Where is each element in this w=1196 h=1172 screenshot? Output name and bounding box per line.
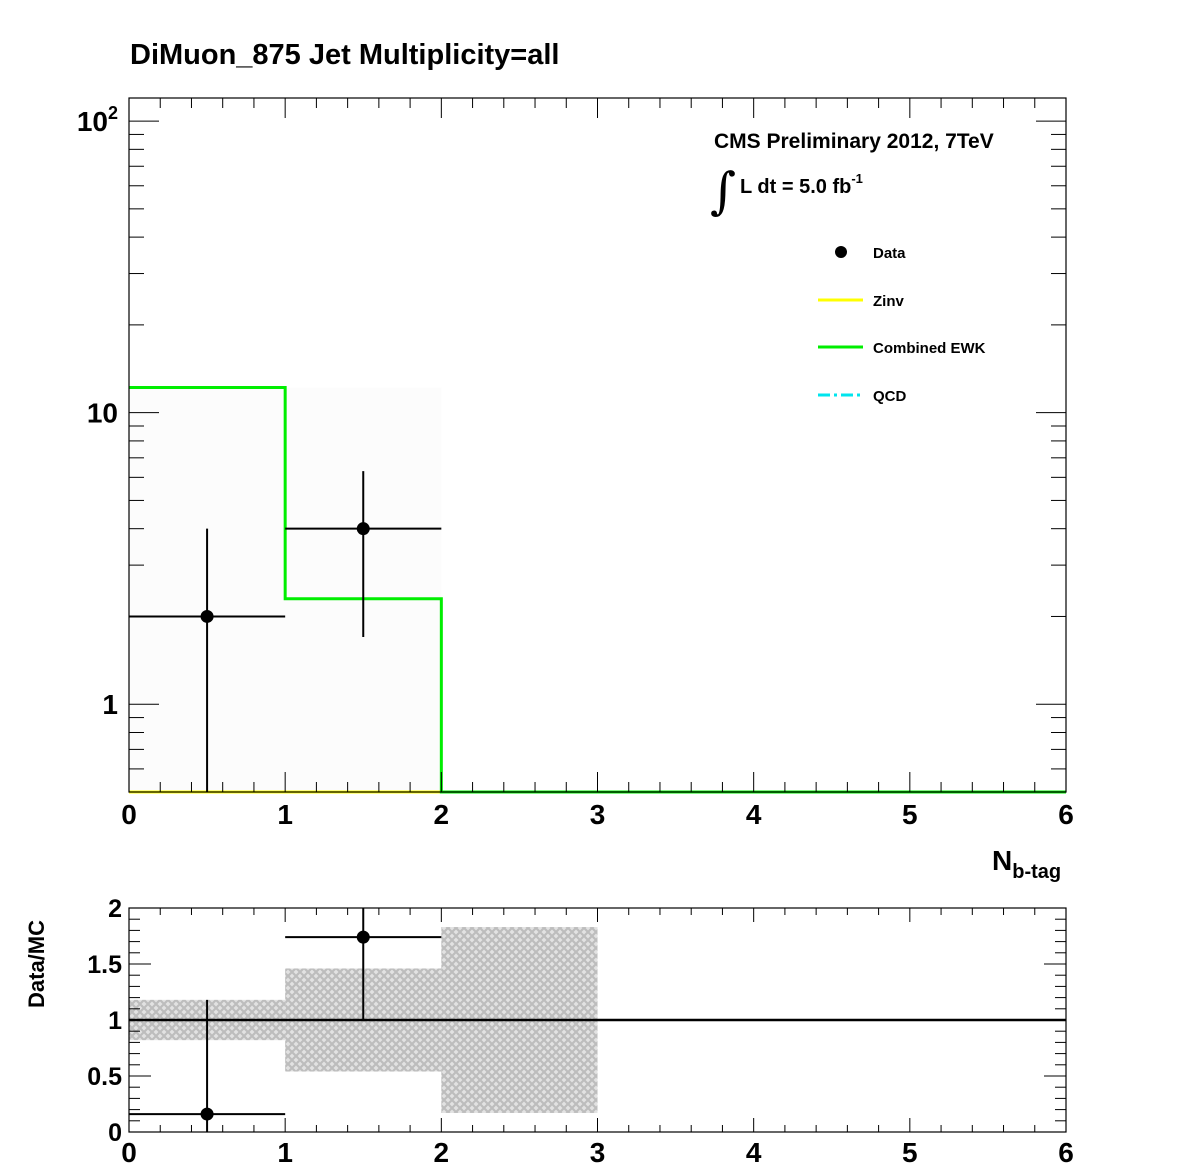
data-points-group <box>129 471 442 792</box>
data-point <box>129 528 286 792</box>
legend-ewk-label: Combined EWK <box>873 340 986 357</box>
x-tick-label: 3 <box>590 799 606 830</box>
ratio-y-tick-label: 2 <box>108 895 122 923</box>
x-tick-label: 0 <box>121 799 137 830</box>
y-tick-label-exponent: 2 <box>108 103 118 123</box>
ratio-point-marker <box>356 930 370 944</box>
x-tick-label: 5 <box>902 799 918 830</box>
ratio-y-axis-label: Data/MC <box>24 920 49 1008</box>
y-tick-label: 1 <box>102 689 118 720</box>
legend-qcd-label: QCD <box>873 388 907 405</box>
x-tick-label: 2 <box>434 799 450 830</box>
ratio-x-tick-labels: 0 1 2 3 4 5 6 <box>121 1137 1074 1168</box>
ratio-x-tick-label: 6 <box>1058 1137 1074 1168</box>
ratio-x-ticks <box>128 908 1067 1132</box>
lumi-label-text: L dt = 5.0 fb <box>740 176 851 198</box>
x-axis-label-main: N <box>992 845 1012 876</box>
main-x-ticks <box>128 98 1067 792</box>
data-point-marker <box>200 609 214 623</box>
ratio-y-ticks <box>129 907 1066 1133</box>
x-axis-label-subscript: b-tag <box>1012 861 1061 883</box>
legend-data-marker <box>835 246 847 258</box>
y-tick-label: 10 <box>87 398 118 429</box>
data-point <box>285 471 442 638</box>
ratio-y-tick-labels: 0 0.5 1 1.5 2 <box>87 895 122 1147</box>
legend-data-label: Data <box>873 245 906 262</box>
ratio-y-tick-label: 1.5 <box>87 951 122 979</box>
cms-label: CMS Preliminary 2012, 7TeV <box>714 130 994 153</box>
ratio-x-tick-label: 3 <box>590 1137 606 1168</box>
y-tick-label: 102 <box>77 103 118 137</box>
x-tick-label: 4 <box>746 799 762 830</box>
ratio-y-tick-label: 0.5 <box>87 1063 122 1091</box>
ratio-x-tick-label: 2 <box>434 1137 450 1168</box>
main-x-tick-labels: 0 1 2 3 4 5 6 <box>121 799 1074 830</box>
x-tick-label: 6 <box>1058 799 1074 830</box>
data-point-marker <box>356 522 370 536</box>
x-tick-label: 1 <box>277 799 293 830</box>
ratio-points-group <box>129 908 442 1132</box>
ratio-y-tick-label: 0 <box>108 1119 122 1147</box>
lumi-label: L dt = 5.0 fb-1 <box>740 171 863 198</box>
ratio-x-tick-label: 0 <box>121 1137 137 1168</box>
chart-title: DiMuon_875 Jet Multiplicity=all <box>130 39 559 71</box>
ratio-point-marker <box>200 1107 214 1121</box>
x-axis-label: Nb-tag <box>992 845 1061 883</box>
ratio-x-tick-label: 5 <box>902 1137 918 1168</box>
ratio-plot-panel: 0 1 2 3 4 5 6 0 0.5 1 1.5 2 Data/MC <box>24 895 1074 1168</box>
ratio-x-tick-label: 1 <box>277 1137 293 1168</box>
legend-zinv-label: Zinv <box>873 293 904 310</box>
ratio-y-tick-label: 1 <box>108 1007 122 1035</box>
ratio-point <box>129 999 286 1132</box>
lumi-label-exponent: -1 <box>851 171 863 186</box>
integral-symbol: ∫ <box>710 162 736 220</box>
ratio-point <box>285 908 442 1020</box>
legend: Data Zinv Combined EWK QCD <box>818 245 986 405</box>
y-tick-label-base: 10 <box>77 106 108 137</box>
ratio-x-tick-label: 4 <box>746 1137 762 1168</box>
main-y-ticks <box>129 120 1066 793</box>
